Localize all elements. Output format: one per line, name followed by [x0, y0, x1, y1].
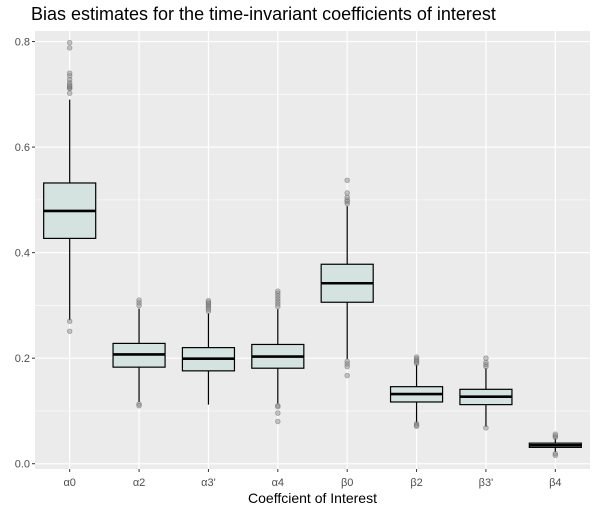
- outlier-point: [136, 297, 142, 303]
- outlier-point: [483, 355, 489, 361]
- x-tick-label: β2: [410, 477, 422, 489]
- chart-title: Bias estimates for the time-invariant co…: [31, 4, 496, 24]
- x-axis-title: Coeffcient of Interest: [248, 490, 377, 506]
- outlier-point: [344, 177, 350, 184]
- outlier-point: [205, 297, 212, 304]
- box-β4: [528, 431, 582, 458]
- outlier-point: [552, 431, 559, 437]
- x-tick-label: α4: [272, 477, 284, 489]
- outlier-point: [66, 90, 73, 96]
- outlier-point: [344, 190, 350, 196]
- box-α0: [43, 39, 97, 334]
- box-β3': [459, 355, 513, 431]
- box-α2: [112, 297, 166, 409]
- outlier-point: [66, 328, 73, 334]
- x-tick-label: α2: [133, 477, 145, 489]
- box-β0: [320, 177, 374, 379]
- y-tick-label: 0.4: [15, 248, 30, 260]
- outlier-point: [66, 39, 73, 46]
- boxes: [43, 39, 582, 458]
- x-tick-label: α3': [201, 477, 216, 489]
- outlier-point: [275, 418, 281, 425]
- y-axis: 0.0 0.2 0.4 0.6 0.8: [15, 37, 35, 471]
- outlier-point: [344, 363, 350, 370]
- x-tick-label: β0: [341, 477, 353, 489]
- outlier-point: [66, 70, 73, 76]
- outlier-point: [413, 423, 420, 429]
- x-tick-label: β4: [549, 477, 561, 489]
- outlier-point: [136, 402, 142, 409]
- grid-minor: [35, 94, 590, 412]
- outlier-point: [344, 372, 350, 379]
- outlier-point: [275, 410, 281, 416]
- outlier-point: [483, 425, 489, 431]
- x-tick-label: β3': [479, 477, 494, 489]
- outlier-point: [66, 318, 73, 324]
- outlier-point: [552, 452, 559, 458]
- outlier-point: [275, 288, 281, 294]
- outlier-point: [275, 404, 281, 410]
- box-α3': [181, 297, 236, 405]
- outlier-point: [66, 45, 73, 51]
- y-tick-label: 0.6: [15, 142, 30, 154]
- x-tick-label: α0: [63, 477, 75, 489]
- y-tick-label: 0.8: [15, 37, 30, 49]
- box-β2: [389, 354, 444, 429]
- y-tick-label: 0.0: [15, 459, 30, 471]
- y-tick-label: 0.2: [15, 353, 30, 365]
- box-α4: [251, 288, 305, 425]
- outlier-point: [413, 354, 420, 360]
- x-axis: α0 α2 α3' α4 β0 β2 β3' β4: [63, 469, 562, 489]
